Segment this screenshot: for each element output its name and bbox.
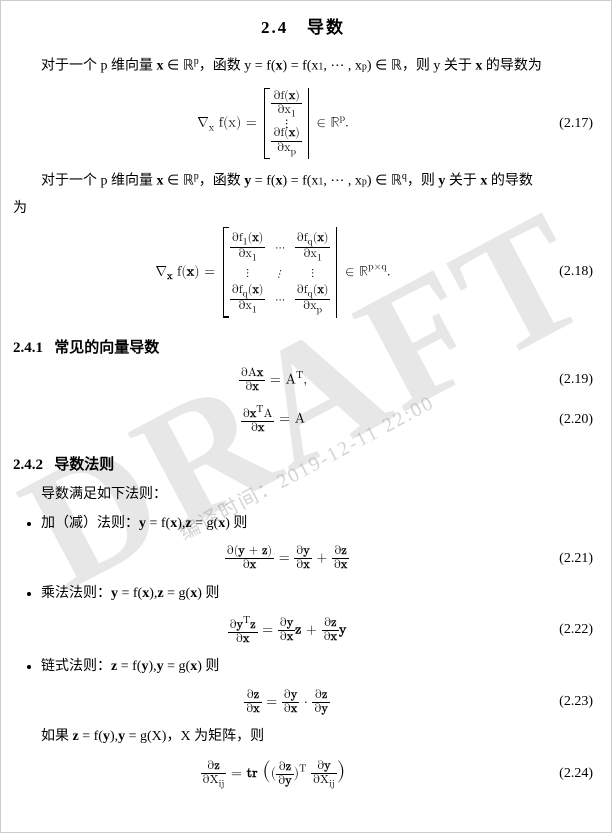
eqnum-2-17: (2.17) [533, 116, 593, 132]
section-number: 2.4 [261, 18, 288, 37]
rule-mul: 乘法法则：y = f(x),z = g(x) 则 ∂yTz∂x = ∂y∂xz … [41, 583, 593, 647]
subsection-name-2: 导数法则 [54, 457, 114, 473]
eqnum-2-22: (2.22) [533, 619, 593, 641]
para-intro-1: 对于一个 p 维向量 x ∈ ℝp，函数 y = f(x) = f(x1, ⋯ … [13, 54, 593, 78]
para-intro-2b: 为 [13, 197, 593, 217]
equation-2-21: ∂(y + z)∂x = ∂y∂x + ∂z∂x (2.21) [41, 545, 593, 572]
equation-2-18: ∇x f(x) = ∂f1(x)∂x1 ⋯ ∂fq(x)∂x1 ⋮⋮⋮ ∂fq(… [13, 227, 593, 318]
subsection-2-4-2: 2.4.2 导数法则 [13, 453, 593, 474]
rule-add: 加（减）法则：y = f(x),z = g(x) 则 ∂(y + z)∂x = … [41, 513, 593, 573]
eqnum-2-24: (2.24) [533, 766, 593, 782]
subsection-number-2: 2.4.2 [13, 457, 43, 473]
eqnum-2-18: (2.18) [533, 264, 593, 280]
section-title: 2.4 导数 [13, 13, 593, 38]
eqnum-2-23: (2.23) [533, 691, 593, 713]
rules-list: 加（减）法则：y = f(x),z = g(x) 则 ∂(y + z)∂x = … [41, 513, 593, 716]
equation-2-17: ∇x f(x) = ∂f(x)∂x1 ⋮ ∂f(x)∂xp ∈ ℝp. (2.1… [13, 88, 593, 159]
page-content: 2.4 导数 对于一个 p 维向量 x ∈ ℝp，函数 y = f(x) = f… [1, 1, 611, 811]
equation-2-22: ∂yTz∂x = ∂y∂xz + ∂z∂xy (2.22) [41, 615, 593, 646]
subsection-name-1: 常见的向量导数 [54, 340, 159, 356]
rule-chain: 链式法则：z = f(y),y = g(x) 则 ∂z∂x = ∂y∂x · ∂… [41, 656, 593, 716]
equation-2-23: ∂z∂x = ∂y∂x · ∂z∂y (2.23) [41, 689, 593, 716]
para-intro-2: 对于一个 p 维向量 x ∈ ℝp，函数 y = f(x) = f(x1, ⋯ … [13, 169, 593, 193]
subsection-2-4-1: 2.4.1 常见的向量导数 [13, 336, 593, 357]
equation-2-24: ∂z∂Xij = tr ((∂z∂y)T ∂y∂Xij) (2.24) [13, 758, 593, 789]
section-name: 导数 [307, 18, 345, 37]
para-rules: 导数满足如下法则： [13, 484, 593, 506]
equation-2-19: ∂Ax∂x = AT, (2.19) [13, 367, 593, 394]
eqnum-2-20: (2.20) [533, 412, 593, 428]
chain-note: 如果 z = f(y),y = g(X)，X 为矩阵，则 [41, 726, 593, 748]
subsection-number-1: 2.4.1 [13, 340, 43, 356]
eqnum-2-19: (2.19) [533, 372, 593, 388]
eqnum-2-21: (2.21) [533, 548, 593, 570]
equation-2-20: ∂xTA∂x = A (2.20) [13, 404, 593, 435]
